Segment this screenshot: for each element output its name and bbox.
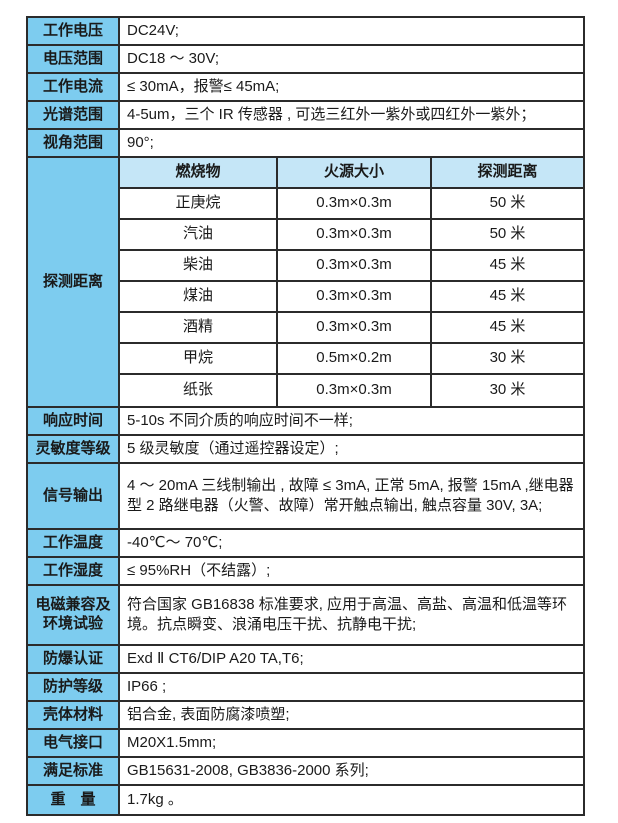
detection-cell: 0.3m×0.3m (278, 220, 433, 251)
detection-cell: 50 米 (432, 189, 583, 220)
spec-value: 符合国家 GB16838 标准要求, 应用于高温、高盐、高温和低温等环境。抗点瞬… (127, 595, 568, 633)
detection-cell: 0.3m×0.3m (278, 375, 433, 406)
spec-row-emc-environment-test: 电磁兼容及环境试验 符合国家 GB16838 标准要求, 应用于高温、高盐、高温… (28, 586, 583, 646)
detection-cell: 柴油 (120, 251, 279, 282)
detection-table-container: 燃烧物 火源大小 探测距离 正庚烷 0.3m×0.3m 50 米 汽油 0.3m… (120, 158, 583, 406)
spec-row-protection-rating: 防护等级 IP66 ; (28, 674, 583, 702)
detection-cell: 30 米 (432, 344, 583, 375)
spec-row-response-time: 响应时间 5-10s 不同介质的响应时间不一样; (28, 408, 583, 436)
spec-row-signal-output: 信号输出 4 ～ 20mA 三线制输出 , 故障 ≤ 3mA, 正常 5mA, … (28, 464, 583, 530)
spec-label: 工作电流 (28, 74, 120, 100)
spec-row-housing-material: 壳体材料 铝合金, 表面防腐漆喷塑; (28, 702, 583, 730)
spec-row-standards: 满足标准 GB15631-2008, GB3836-2000 系列; (28, 758, 583, 786)
spec-value: ≤ 30mA，报警≤ 45mA; (127, 77, 280, 95)
spec-value: 5 级灵敏度（通过遥控器设定）; (127, 439, 339, 457)
spec-value: 1.7kg 。 (127, 790, 183, 808)
detection-cell: 0.3m×0.3m (278, 313, 433, 344)
detection-cell: 0.3m×0.3m (278, 189, 433, 220)
spec-value: M20X1.5mm; (127, 733, 217, 751)
detection-cell: 酒精 (120, 313, 279, 344)
spec-label: 视角范围 (28, 130, 120, 156)
spec-row-viewing-angle: 视角范围 90°; (28, 130, 583, 158)
detection-cell: 纸张 (120, 375, 279, 406)
spec-value: 铝合金, 表面防腐漆喷塑; (127, 705, 290, 723)
detection-cell: 0.3m×0.3m (278, 282, 433, 313)
spec-label: 电压范围 (28, 46, 120, 72)
spec-label: 防护等级 (28, 674, 120, 700)
spec-value: 4 ～ 20mA 三线制输出 , 故障 ≤ 3mA, 正常 5mA, 报警 15… (127, 476, 574, 514)
spec-label: 探测距离 (28, 158, 120, 406)
spec-label: 灵敏度等级 (28, 436, 120, 462)
detection-header-distance: 探测距离 (432, 158, 583, 189)
spec-row-spectral-range: 光谱范围 4-5um，三个 IR 传感器 , 可选三红外一紫外或四红外一紫外； (28, 102, 583, 130)
spec-label: 光谱范围 (28, 102, 120, 128)
spec-label: 防爆认证 (28, 646, 120, 672)
detection-cell: 0.3m×0.3m (278, 251, 433, 282)
spec-row-working-humidity: 工作湿度 ≤ 95%RH（不结露）; (28, 558, 583, 586)
spec-row-sensitivity-level: 灵敏度等级 5 级灵敏度（通过遥控器设定）; (28, 436, 583, 464)
spec-value: GB15631-2008, GB3836-2000 系列; (127, 761, 369, 779)
spec-label: 工作电压 (28, 18, 120, 44)
spec-row-working-current: 工作电流 ≤ 30mA，报警≤ 45mA; (28, 74, 583, 102)
spec-value: 90°; (127, 133, 154, 151)
detection-cell: 50 米 (432, 220, 583, 251)
spec-label: 信号输出 (28, 464, 120, 528)
spec-label: 电磁兼容及环境试验 (28, 586, 120, 644)
spec-row-voltage-range: 电压范围 DC18 ～ 30V; (28, 46, 583, 74)
spec-value: Exd Ⅱ CT6/DIP A20 TA,T6; (127, 649, 304, 667)
detection-cell: 煤油 (120, 282, 279, 313)
spec-table: 工作电压 DC24V; 电压范围 DC18 ～ 30V; 工作电流 ≤ 30mA… (26, 16, 585, 816)
detection-cell: 30 米 (489, 381, 526, 399)
spec-row-electrical-interface: 电气接口 M20X1.5mm; (28, 730, 583, 758)
spec-value: 5-10s 不同介质的响应时间不一样; (127, 411, 353, 429)
spec-label: 工作湿度 (28, 558, 120, 584)
spec-label: 重 量 (28, 786, 120, 814)
spec-row-detection-distance: 探测距离 燃烧物 火源大小 探测距离 正庚烷 0.3m×0.3m 50 米 汽油… (28, 158, 583, 408)
detection-header-fire-size: 火源大小 (278, 158, 433, 189)
spec-row-working-voltage: 工作电压 DC24V; (28, 18, 583, 46)
spec-label: 满足标准 (28, 758, 120, 784)
spec-value: ≤ 95%RH（不结露）; (127, 561, 271, 579)
detection-table: 燃烧物 火源大小 探测距离 正庚烷 0.3m×0.3m 50 米 汽油 0.3m… (120, 158, 583, 406)
spec-label: 工作温度 (28, 530, 120, 556)
detection-cell: 汽油 (120, 220, 279, 251)
spec-label: 电气接口 (28, 730, 120, 756)
detection-cell: 甲烷 (120, 344, 279, 375)
detection-cell: 0.5m×0.2m (278, 344, 433, 375)
spec-row-working-temperature: 工作温度 -40℃～ 70℃; (28, 530, 583, 558)
detection-cell: 45 米 (432, 313, 583, 344)
detection-cell: 45 米 (432, 282, 583, 313)
detection-header-fuel: 燃烧物 (120, 158, 279, 189)
spec-value: DC18 ～ 30V; (127, 49, 219, 67)
spec-row-weight: 重 量 1.7kg 。 (28, 786, 583, 814)
spec-value: -40℃～ 70℃; (127, 533, 223, 551)
spec-label: 响应时间 (28, 408, 120, 434)
detection-cell: 45 米 (432, 251, 583, 282)
detection-cell: 正庚烷 (120, 189, 279, 220)
spec-row-explosion-proof-cert: 防爆认证 Exd Ⅱ CT6/DIP A20 TA,T6; (28, 646, 583, 674)
spec-value: IP66 ; (127, 677, 167, 695)
spec-label: 壳体材料 (28, 702, 120, 728)
spec-value: DC24V; (127, 21, 179, 39)
spec-value: 4-5um，三个 IR 传感器 , 可选三红外一紫外或四红外一紫外； (127, 105, 536, 123)
